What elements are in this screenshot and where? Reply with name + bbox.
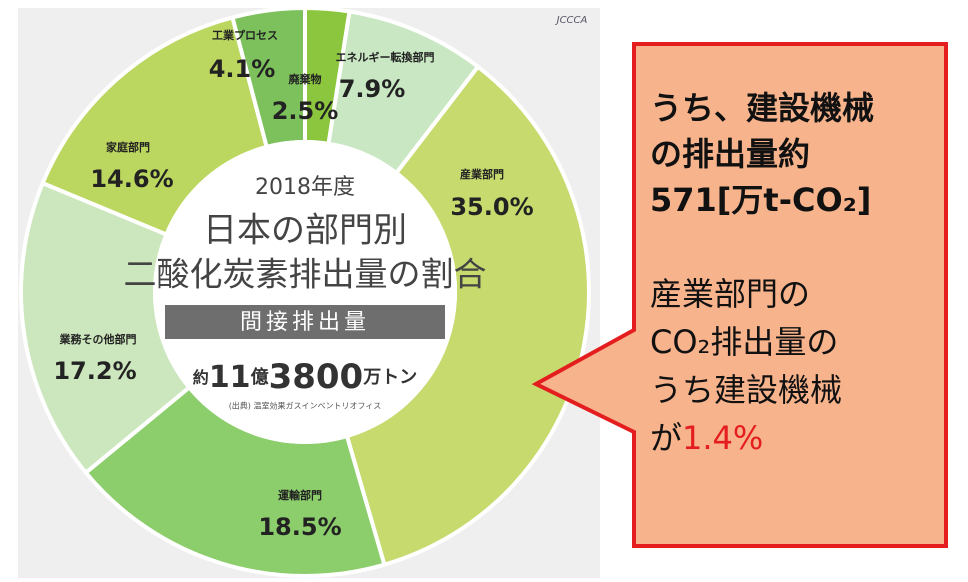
callout-line: うち建設機械 (650, 371, 842, 409)
subtitle: 2018年度 (255, 175, 355, 200)
donut-hole (153, 140, 457, 444)
total-part: 億 (251, 366, 269, 388)
value-label: 2.5% (272, 97, 339, 125)
total-part: 万トン (362, 367, 417, 388)
value-label: 35.0% (450, 193, 533, 221)
band-label: 間接排出量 (240, 310, 370, 335)
callout-prefix: が (650, 419, 682, 457)
value-label: 4.1% (209, 55, 276, 83)
callout-line: うち、建設機械 (650, 89, 874, 127)
segment-name: 業務その他部門 (59, 332, 137, 346)
band (165, 305, 445, 339)
segment-name: 運輸部門 (278, 488, 322, 502)
segment-name: 家庭部門 (106, 140, 150, 154)
logo: JCCCA (555, 15, 588, 26)
total-part: 3800 (269, 357, 364, 397)
callout-line: 571[万t-CO₂] (650, 181, 871, 219)
segment-name: 工業プロセス (212, 28, 278, 42)
callout-line: CO₂排出量の (650, 323, 838, 361)
value-label: 7.9% (339, 75, 406, 103)
total: 約11億3800万トン (193, 357, 417, 397)
total-part: 11 (209, 360, 251, 395)
source: (出典) 温室効果ガスインベントリオフィス (229, 401, 382, 411)
callout-box (531, 42, 948, 548)
segment-name: 産業部門 (460, 167, 504, 181)
value-label: 17.2% (53, 357, 136, 385)
callout-highlight: 1.4% (682, 419, 763, 457)
value-label: 18.5% (258, 513, 341, 541)
title: 日本の部門別 (203, 211, 407, 251)
title: 二酸化炭素排出量の割合 (124, 255, 487, 294)
callout-line: の排出量約 (650, 135, 810, 173)
value-label: 14.6% (90, 165, 173, 193)
callout-line: 産業部門の (650, 275, 810, 313)
callout-line: が1.4% (650, 419, 763, 457)
callout-text: うち、建設機械 の排出量約 571[万t-CO₂] 産業部門の CO₂排出量の … (650, 89, 874, 457)
segment-name: 廃棄物 (289, 72, 322, 86)
total-part: 約 (193, 368, 209, 387)
segment-name: エネルギー転換部門 (336, 50, 435, 64)
